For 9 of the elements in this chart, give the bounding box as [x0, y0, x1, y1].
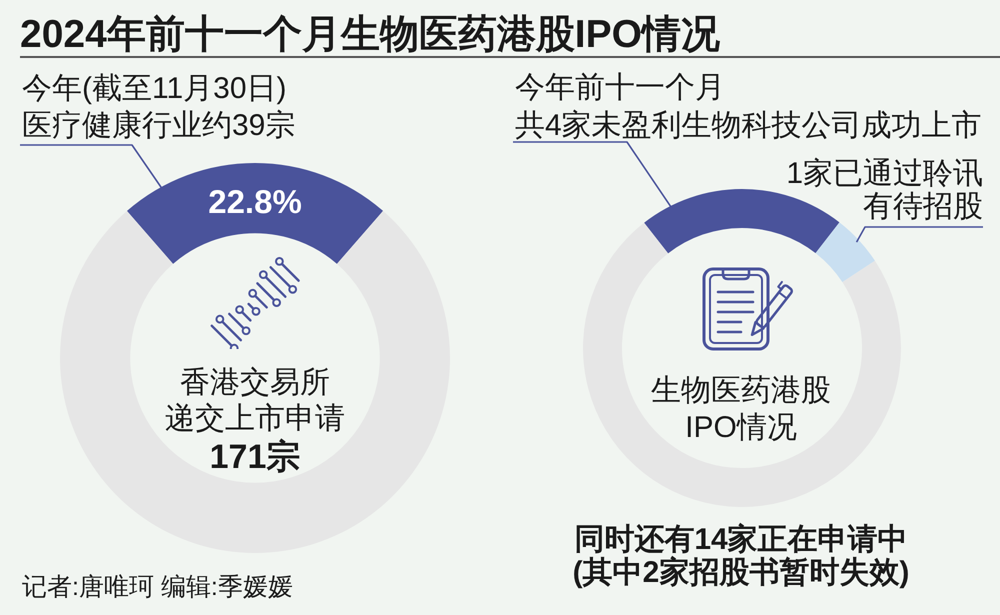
slice-label: 同时还有14家正在申请中(其中2家招股书暂时失效)	[572, 522, 910, 589]
slice-label: 今年前十一个月共4家未盈利生物科技公司成功上市	[515, 71, 982, 142]
text: 生物医药港股IPO情况	[651, 374, 831, 444]
slice-label: 1家已通过聆讯有待招股	[786, 157, 983, 223]
text: 香港交易所递交上市申请171宗	[165, 366, 345, 476]
data-label: 22.8%	[208, 183, 302, 220]
text: 记者:唐唯珂 编辑:季媛媛	[22, 573, 293, 601]
chart-title: 2024年前十一个月生物医药港股IPO情况	[20, 13, 720, 57]
slice-label: 今年(截至11月30日)医疗健康行业约39宗	[22, 72, 296, 142]
